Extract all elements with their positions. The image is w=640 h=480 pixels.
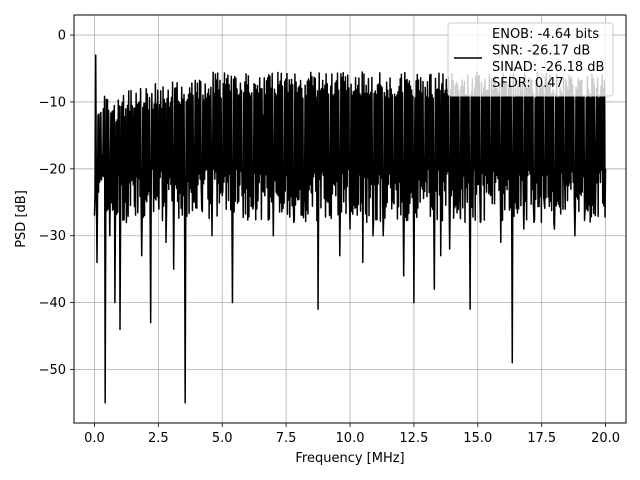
x-tick-label: 5.0 bbox=[212, 431, 233, 446]
x-tick-label: 20.0 bbox=[591, 431, 620, 446]
y-tick-label: −50 bbox=[39, 363, 66, 378]
y-tick-label: −40 bbox=[39, 296, 66, 311]
x-tick-label: 7.5 bbox=[276, 431, 297, 446]
legend-line-text: SFDR: 0.47 bbox=[492, 76, 564, 91]
x-tick-label: 15.0 bbox=[463, 431, 492, 446]
x-tick-label: 17.5 bbox=[527, 431, 556, 446]
x-tick-label: 10.0 bbox=[336, 431, 365, 446]
x-tick-label: 2.5 bbox=[148, 431, 169, 446]
y-axis-label: PSD [dB] bbox=[14, 190, 29, 248]
y-tick-label: −10 bbox=[39, 95, 66, 110]
legend-box bbox=[447, 22, 614, 97]
plot-area bbox=[93, 54, 607, 404]
x-axis-ticks: 0.0 2.5 5.0 7.5 10.0 12.5 15.0 17.5 20.0 bbox=[84, 423, 620, 446]
x-tick-label: 12.5 bbox=[399, 431, 428, 446]
x-tick-label: 0.0 bbox=[84, 431, 105, 446]
y-tick-label: 0 bbox=[58, 29, 66, 44]
legend-line-text: SNR: -26.17 dB bbox=[492, 43, 590, 58]
x-axis-label: Frequency [MHz] bbox=[295, 451, 404, 466]
legend-label: ENOB: -4.64 bits SNR: -26.17 dB SINAD: -26… bbox=[492, 27, 604, 91]
psd-series-line bbox=[93, 54, 607, 404]
y-tick-label: −30 bbox=[39, 229, 66, 244]
legend: ENOB: -4.64 bits SNR: -26.17 dB SINAD: -26… bbox=[447, 22, 614, 97]
legend-line-text: SINAD: -26.18 dB bbox=[492, 60, 604, 75]
y-axis-ticks: 0 −10 −20 −30 −40 −50 bbox=[39, 29, 74, 378]
y-tick-label: −20 bbox=[39, 162, 66, 177]
series-group bbox=[93, 54, 607, 404]
legend-line-text: ENOB: -4.64 bits bbox=[492, 27, 599, 42]
